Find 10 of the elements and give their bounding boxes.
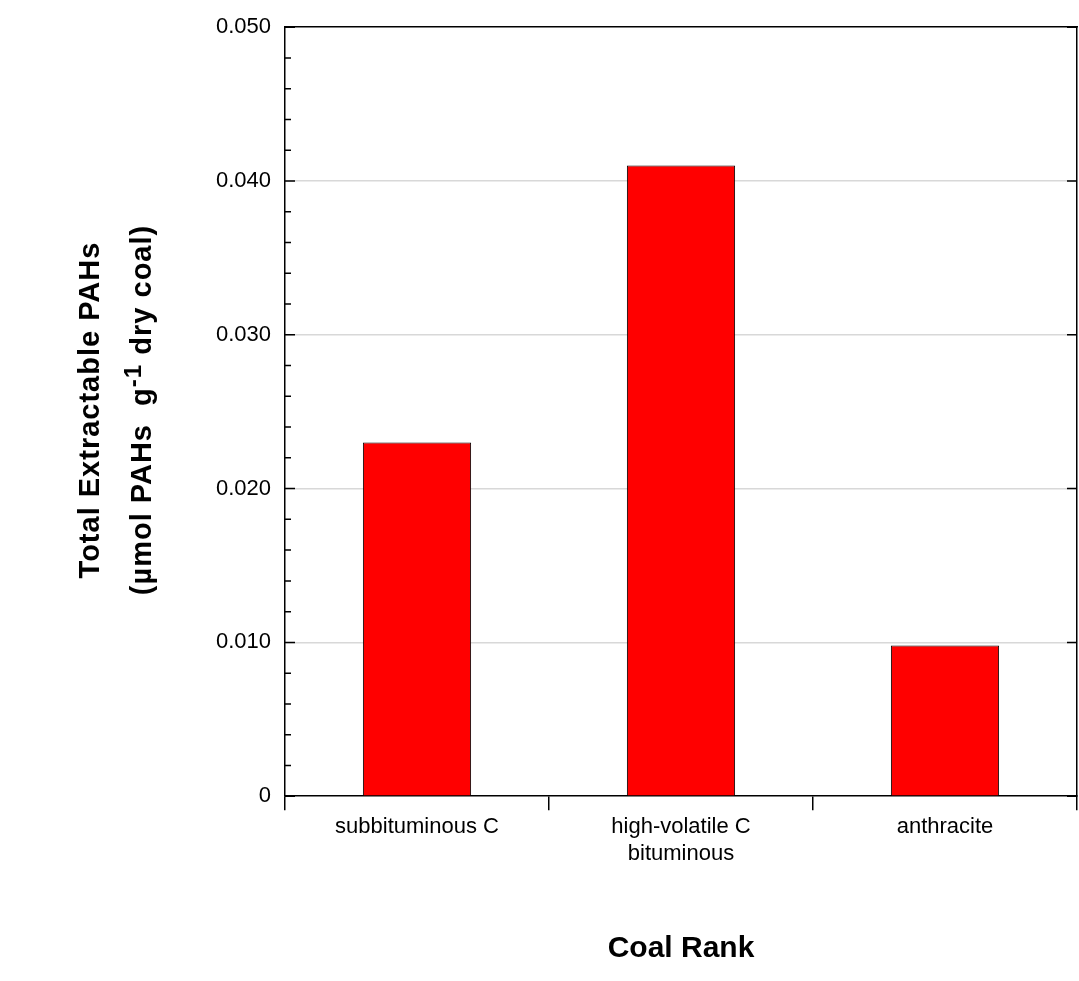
- y-tick-label: 0.010: [215, 628, 271, 654]
- y-tick-label: 0.050: [215, 13, 271, 39]
- x-axis-title: Coal Rank: [607, 930, 755, 964]
- y-tick-label: 0.040: [215, 167, 271, 193]
- x-tick-label: subbituminous C: [335, 813, 500, 839]
- y-tick-label: 0: [258, 782, 271, 808]
- y-tick-label: 0.030: [215, 320, 271, 346]
- y-tick-label: 0.020: [215, 474, 271, 500]
- x-tick-label: high-volatile C bituminous: [611, 813, 751, 865]
- x-tick-label: anthracite: [896, 813, 994, 839]
